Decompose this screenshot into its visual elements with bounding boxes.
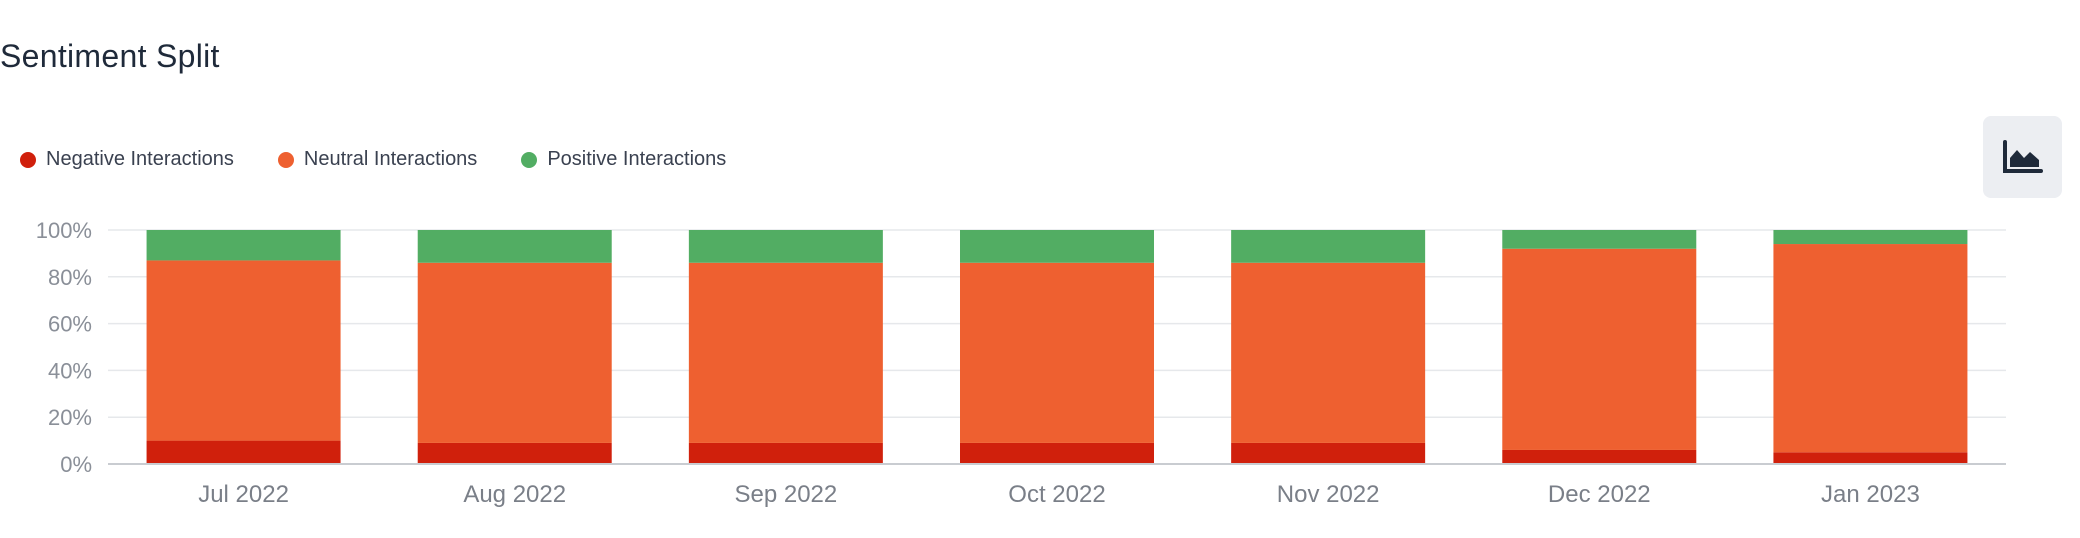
bar-segment-neutral [960, 262, 1154, 443]
bar-segment-positive [417, 230, 612, 263]
x-category-label: Jul 2022 [198, 481, 289, 508]
bar-segment-neutral [1231, 262, 1426, 443]
area-chart-icon [2002, 140, 2043, 173]
bar-segment-negative [146, 440, 341, 464]
y-tick-label: 80% [48, 265, 92, 290]
x-category-label: Dec 2022 [1548, 481, 1651, 508]
x-category-label: Nov 2022 [1277, 481, 1380, 508]
bar-segment-positive [688, 230, 883, 263]
bar-segment-neutral [1502, 248, 1697, 450]
bar-segment-negative [1231, 442, 1426, 464]
bar-segment-positive [1231, 230, 1426, 263]
y-tick-label: 20% [48, 405, 92, 430]
bar-segment-negative [1773, 452, 1968, 464]
legend-label-neutral: Neutral Interactions [303, 148, 478, 170]
x-category-label: Jan 2023 [1821, 481, 1920, 508]
legend-dot-positive [521, 151, 538, 168]
bar-segment-positive [1502, 230, 1697, 249]
y-tick-label: 60% [48, 312, 92, 337]
bar-segment-positive [146, 230, 341, 261]
bar-segment-neutral [1773, 244, 1968, 453]
bar-segment-negative [1502, 449, 1697, 464]
bar-segment-positive [960, 230, 1154, 263]
y-tick-label: 100% [36, 218, 92, 243]
x-category-label: Aug 2022 [463, 481, 566, 508]
bar-segment-positive [1773, 230, 1968, 245]
legend-label-negative: Negative Interactions [46, 148, 234, 170]
legend-item-neutral[interactable]: Neutral Interactions [277, 148, 478, 171]
stacked-bar-chart: 0% 20% 40% 60% 80% 100% Jul 2022 Aug 2022 Sep 20… [36, 218, 2006, 508]
legend-label-positive: Positive Interactions [547, 148, 727, 170]
bar-segment-negative [688, 442, 883, 464]
bar-segment-neutral [688, 262, 883, 443]
legend-item-negative[interactable]: Negative Interactions [20, 148, 234, 171]
bar-segment-negative [417, 442, 612, 464]
bar-segment-neutral [146, 260, 341, 441]
legend-item-positive[interactable]: Positive Interactions [521, 148, 726, 171]
legend-dot-negative [20, 151, 36, 168]
chart-legend: Negative Interactions Neutral Interactio… [20, 148, 770, 171]
legend-dot-neutral [277, 151, 294, 168]
y-tick-label: 0% [60, 452, 92, 477]
y-tick-label: 40% [48, 358, 92, 383]
page-title: Sentiment Split [0, 38, 220, 74]
x-category-label: Sep 2022 [734, 481, 837, 508]
bar-segment-negative [960, 442, 1154, 464]
x-category-label: Oct 2022 [1008, 481, 1105, 508]
bar-segment-neutral [417, 262, 612, 443]
chart-type-toggle-button[interactable] [1983, 116, 2062, 198]
